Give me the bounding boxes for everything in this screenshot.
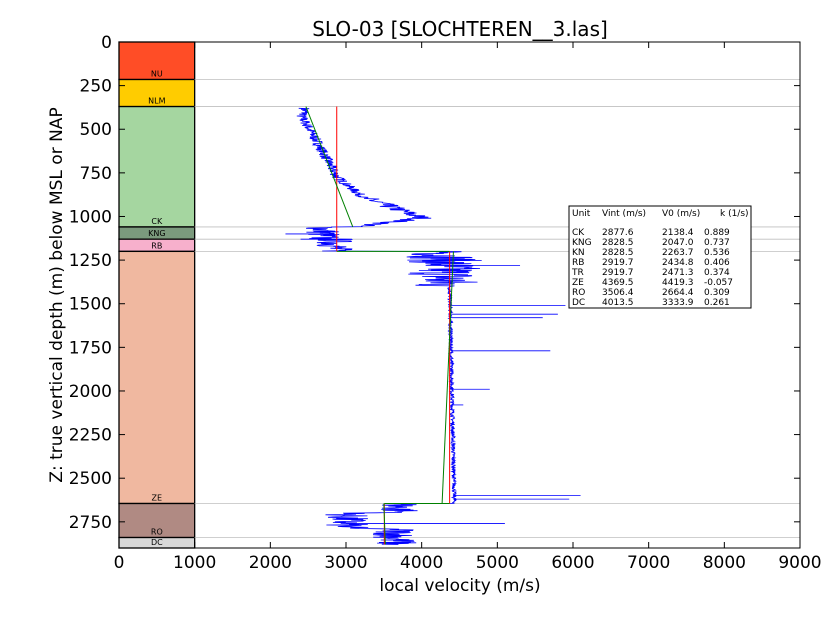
table-cell: 4013.5 xyxy=(602,298,634,308)
unit-label-kng: KNG xyxy=(148,229,165,238)
y-tick-label: 500 xyxy=(80,120,112,140)
fit-line-ck xyxy=(305,106,354,228)
table-cell: RO xyxy=(572,288,585,298)
unit-label-nu: NU xyxy=(151,70,163,79)
unit-label-nlm: NLM xyxy=(148,97,165,106)
y-tick-label: 750 xyxy=(80,164,112,184)
y-tick-label: 1000 xyxy=(69,207,112,227)
table-cell: 2471.3 xyxy=(662,268,694,278)
table-cell: 2138.4 xyxy=(662,228,694,238)
y-tick-label: 250 xyxy=(80,77,112,97)
table-cell: 0.261 xyxy=(704,298,730,308)
table-cell: 0.406 xyxy=(704,258,730,268)
table-header-k: k (1/s) xyxy=(720,209,749,219)
table-cell: KNG xyxy=(572,238,592,248)
measured-velocity-curve xyxy=(296,107,482,545)
table-cell: 2047.0 xyxy=(662,238,694,248)
table-cell: 2828.5 xyxy=(602,238,634,248)
x-tick-label: 7000 xyxy=(627,553,670,573)
x-tick-label: 9000 xyxy=(778,553,821,573)
unit-label-dc: DC xyxy=(151,538,163,547)
table-cell: 0.309 xyxy=(704,288,730,298)
unit-boundaries xyxy=(194,79,800,538)
table-cell: 2877.6 xyxy=(602,228,634,238)
unit-label-ze: ZE xyxy=(152,494,163,503)
table-cell: 4419.3 xyxy=(662,278,694,288)
y-tick-label: 2500 xyxy=(69,469,112,489)
y-tick-label: 0 xyxy=(101,33,112,53)
table-cell: 3333.9 xyxy=(662,298,694,308)
table-cell: 0.536 xyxy=(704,248,730,258)
table-cell: 2434.8 xyxy=(662,258,694,268)
y-tick-label: 1750 xyxy=(69,338,112,358)
table-cell: 4369.5 xyxy=(602,278,634,288)
fit-line-ze xyxy=(441,251,454,504)
y-tick-label: 2750 xyxy=(69,513,112,533)
velocity-log xyxy=(285,107,581,545)
x-tick-label: 8000 xyxy=(703,553,746,573)
x-tick-label: 2000 xyxy=(249,553,292,573)
y-tick-label: 1250 xyxy=(69,251,112,271)
unit-nlm xyxy=(118,78,196,108)
fit-line-ro xyxy=(383,503,386,545)
table-box xyxy=(568,205,752,309)
table-cell: KN xyxy=(572,248,585,258)
x-tick-label: 3000 xyxy=(324,553,367,573)
table-cell: RB xyxy=(572,258,584,268)
y-tick-label: 2250 xyxy=(69,426,112,446)
table-cell: 0.889 xyxy=(704,228,730,238)
table-cell: 2919.7 xyxy=(602,268,634,278)
x-tick-label: 4000 xyxy=(400,553,443,573)
table-cell: 2263.7 xyxy=(662,248,694,258)
table-header-vint: Vint (m/s) xyxy=(602,209,646,219)
table-cell: ZE xyxy=(572,278,584,288)
unit-ze xyxy=(118,250,196,505)
plot-frame xyxy=(118,41,801,549)
table-cell: DC xyxy=(572,298,585,308)
x-tick-label: 0 xyxy=(114,553,125,573)
y-tick-label: 1500 xyxy=(69,295,112,315)
table-cell: 0.737 xyxy=(704,238,730,248)
table-cell: CK xyxy=(572,228,585,238)
unit-ck xyxy=(118,105,196,228)
y-tick-label: 2000 xyxy=(69,382,112,402)
x-tick-label: 6000 xyxy=(551,553,594,573)
table-cell: 2919.7 xyxy=(602,258,634,268)
x-tick-label: 5000 xyxy=(476,553,519,573)
x-tick-label: 1000 xyxy=(173,553,216,573)
chart-title: SLO-03 [SLOCHTEREN__3.las] xyxy=(312,17,608,41)
table-cell: 2828.5 xyxy=(602,248,634,258)
table-cell: TR xyxy=(571,268,584,278)
table-cell: 3506.4 xyxy=(602,288,634,298)
table-header-v0: V0 (m/s) xyxy=(662,209,700,219)
unit-label-ck: CK xyxy=(151,217,163,226)
table-header-unit: Unit xyxy=(572,209,591,219)
unit-label-ro: RO xyxy=(151,528,163,537)
table-cell: 0.374 xyxy=(704,268,730,278)
unit-parameter-table: Unit Vint (m/s) V0 (m/s) k (1/s) CK 2877.… xyxy=(568,205,752,309)
y-axis-ticks: 0 250 500 750 1000 1250 1500 1750 2000 2250 2500 27… xyxy=(69,33,800,533)
table-cell: -0.057 xyxy=(704,278,733,288)
unit-label-rb: RB xyxy=(151,241,162,250)
unit-ro xyxy=(118,502,196,539)
interval-velocity-lines xyxy=(336,106,451,545)
fit-lines xyxy=(305,106,454,545)
x-axis-ticks: 0 1000 2000 3000 4000 5000 6000 7000 8000 9000 xyxy=(114,42,822,573)
table-cell: 2664.4 xyxy=(662,288,694,298)
x-axis-label: local velocity (m/s) xyxy=(379,576,540,596)
y-axis-label: Z: true vertical depth (m) below MSL or … xyxy=(47,107,67,482)
